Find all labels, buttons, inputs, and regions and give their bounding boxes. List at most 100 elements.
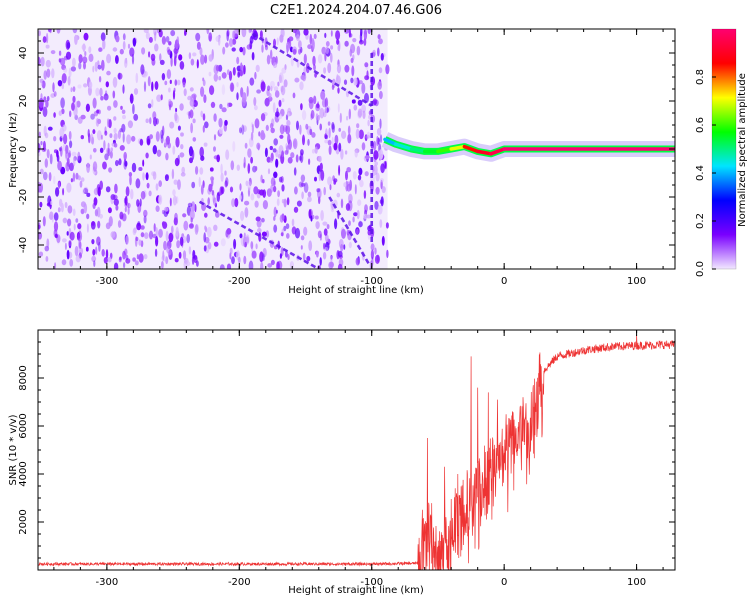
noise-cell	[343, 244, 346, 250]
signal-segment	[393, 142, 414, 151]
noise-cell	[358, 167, 363, 176]
noise-cell	[158, 194, 163, 205]
noise-cell	[294, 77, 300, 83]
noise-cell	[377, 34, 381, 40]
noise-cell	[213, 241, 219, 247]
noise-cell	[106, 70, 111, 76]
noise-cell	[151, 171, 156, 177]
colorbar-label: Normalized spectral amplitude	[737, 73, 748, 227]
noise-cell	[319, 162, 323, 172]
noise-cell	[167, 142, 171, 149]
noise-cell	[175, 226, 179, 237]
noise-cell	[303, 29, 309, 36]
noise-cell	[234, 29, 239, 38]
noise-cell	[112, 76, 118, 88]
noise-cell	[47, 126, 53, 131]
noise-cell	[68, 150, 72, 159]
noise-cell	[380, 53, 384, 61]
noise-cell	[236, 92, 239, 101]
noise-cell	[210, 101, 216, 108]
noise-cell	[86, 213, 90, 220]
noise-cell	[189, 109, 194, 119]
noise-cell	[279, 253, 282, 259]
noise-cell	[270, 85, 273, 92]
x-tick-label: 0	[501, 577, 507, 588]
noise-cell	[67, 218, 72, 227]
noise-cell	[244, 241, 247, 248]
noise-cell	[145, 31, 150, 40]
noise-cell	[144, 232, 149, 240]
noise-cell	[42, 36, 47, 43]
noise-cell	[49, 211, 54, 220]
noise-cell	[289, 261, 294, 269]
noise-cell	[155, 227, 158, 238]
noise-cell	[169, 79, 172, 84]
noise-cell	[49, 29, 52, 34]
noise-cell	[248, 29, 251, 34]
noise-cell	[287, 112, 290, 117]
noise-cell	[191, 93, 197, 99]
noise-cell	[281, 98, 285, 103]
noise-cell	[213, 73, 218, 82]
noise-cell	[143, 29, 149, 34]
noise-cell	[160, 129, 164, 139]
noise-cell	[119, 211, 124, 220]
noise-cell	[346, 167, 352, 173]
noise-cell	[151, 99, 154, 108]
noise-cell	[172, 195, 177, 206]
noise-cell	[385, 222, 389, 229]
noise-cell	[218, 37, 221, 46]
noise-cell	[352, 171, 357, 180]
noise-cell	[314, 176, 317, 182]
noise-cell	[302, 252, 306, 262]
noise-cell	[43, 70, 47, 80]
noise-cell	[377, 47, 380, 57]
colorbar-tick-label: 0.8	[695, 69, 706, 85]
noise-cell	[333, 180, 337, 185]
noise-cell	[260, 261, 264, 269]
noise-cell	[328, 145, 332, 155]
noise-cell	[347, 133, 352, 144]
noise-cell	[236, 56, 240, 65]
noise-cell	[51, 214, 54, 223]
noise-cell	[126, 134, 132, 145]
colorbar-gradient	[712, 29, 736, 269]
noise-cell	[118, 72, 121, 80]
noise-cell	[159, 59, 165, 65]
noise-cell	[357, 199, 362, 206]
noise-cell	[44, 245, 50, 252]
x-tick-label: 0	[501, 276, 507, 287]
noise-cell	[336, 64, 342, 74]
noise-cell	[156, 94, 162, 102]
noise-cell	[78, 241, 82, 249]
noise-cell	[117, 220, 122, 228]
noise-cell	[129, 174, 132, 186]
noise-cell	[110, 231, 116, 239]
noise-cell	[338, 127, 342, 132]
noise-cell	[346, 183, 351, 192]
noise-cell	[190, 58, 195, 66]
noise-cell	[250, 193, 255, 201]
noise-cell	[256, 89, 261, 94]
noise-cell	[178, 251, 182, 259]
noise-cell	[119, 48, 124, 55]
noise-cell	[105, 249, 109, 259]
noise-cell	[54, 262, 57, 269]
noise-cell	[234, 197, 239, 208]
noise-cell	[379, 219, 383, 228]
noise-cell	[292, 138, 298, 150]
noise-cell	[317, 54, 323, 64]
noise-cell	[135, 236, 139, 242]
noise-cell	[208, 54, 213, 62]
noise-cell	[67, 76, 71, 86]
noise-cell	[115, 35, 120, 43]
noise-cell	[328, 127, 331, 139]
noise-cell	[66, 42, 71, 49]
noise-cell	[192, 52, 197, 57]
noise-cell	[240, 62, 243, 71]
noise-cell	[186, 261, 191, 267]
noise-cell	[122, 132, 125, 143]
noise-cell	[364, 134, 368, 142]
noise-cell	[180, 144, 184, 150]
noise-cell	[284, 64, 287, 71]
